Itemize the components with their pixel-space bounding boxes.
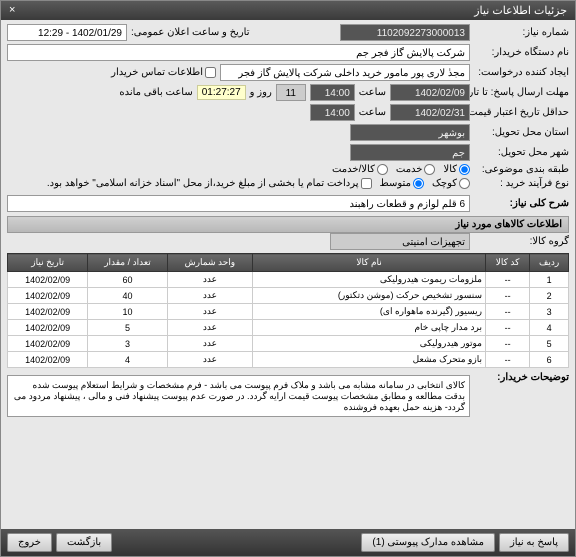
table-row[interactable]: 5--موتور هیدرولیکیعدد31402/02/09 [8,336,569,352]
col-header: تعداد / مقدار [88,254,167,272]
table-row[interactable]: 4--برد مدار چاپی خامعدد51402/02/09 [8,320,569,336]
col-header: تاریخ نیاز [8,254,88,272]
window-title: جزئیات اطلاعات نیاز [474,4,567,17]
table-row[interactable]: 2--سنسور تشخیص حرکت (موشن دتکتور)عدد4014… [8,288,569,304]
col-header: ردیف [530,254,569,272]
button-bar: پاسخ به نیاز مشاهده مدارک پیوستی (1) باز… [1,529,575,556]
validity-label: حداقل تاریخ اعتبار قیمت: تا تاریخ: [474,108,569,117]
col-header: کد کالا [486,254,530,272]
process-radios: کوچک متوسط پرداخت تمام یا بخشی از مبلغ خ… [47,178,470,189]
table-row[interactable]: 1--ملزومات ریموت هیدرولیکیعدد601402/02/0… [8,272,569,288]
table-row[interactable]: 3--ریسیور (گیرنده ماهواره ای)عدد101402/0… [8,304,569,320]
city-label: شهر محل تحویل: [474,147,569,158]
cat-khedmat[interactable]: خدمت [396,164,436,175]
buyer-org-field: شرکت پالایش گاز فجر جم [7,44,470,61]
validity-date-field: 1402/02/31 [390,104,470,121]
day-label: روز و [250,87,272,98]
process-label: نوع فرآیند خرید : [474,178,569,189]
reply-button[interactable]: پاسخ به نیاز [499,533,569,552]
buyer-org-label: نام دستگاه خریدار: [474,47,569,58]
proc-treasury[interactable]: پرداخت تمام یا بخشی از مبلغ خرید،از محل … [47,178,372,189]
announce-date-label: تاریخ و ساعت اعلان عمومی: [131,27,250,38]
cat-both[interactable]: کالا/خدمت [332,164,388,175]
form-area: شماره نیاز: 1102092273000013 تاریخ و ساع… [1,20,575,514]
contact-info-checkbox[interactable]: اطلاعات تماس خریدار [111,67,216,78]
goods-section-header: اطلاعات کالاهای مورد نیاز [7,216,569,233]
deadline-label: مهلت ارسال پاسخ: تا تاریخ: [474,88,569,97]
goods-group-label: گروه کالا: [474,236,569,247]
need-number-field: 1102092273000013 [340,24,470,41]
province-label: استان محل تحویل: [474,127,569,138]
days-field: 11 [276,84,306,101]
need-number-label: شماره نیاز: [474,27,569,38]
city-field: جم [350,144,470,161]
deadline-time-field: 14:00 [310,84,355,101]
need-title-field: 6 قلم لوازم و قطعات راهبند [7,195,470,212]
cat-kala[interactable]: کالا [443,164,470,175]
validity-time-field: 14:00 [310,104,355,121]
items-table: ردیفکد کالانام کالاواحد شمارشتعداد / مقد… [7,253,569,368]
validity-time-label: ساعت [359,107,386,118]
exit-button[interactable]: خروج [7,533,52,552]
close-icon[interactable]: × [9,4,15,17]
announce-date-field: 1402/01/29 - 12:29 [7,24,127,41]
attachments-button[interactable]: مشاهده مدارک پیوستی (1) [361,533,495,552]
col-header: واحد شمارش [167,254,252,272]
countdown-timer: 01:27:27 [197,85,246,100]
requester-field: مجدٰ لاری پور مامور خرید داخلی شرکت پالا… [220,64,470,81]
goods-group-field: تجهیزات امنیتی [330,233,470,250]
deadline-time-label: ساعت [359,87,386,98]
proc-medium[interactable]: متوسط [380,178,424,189]
deadline-date-field: 1402/02/09 [390,84,470,101]
table-row[interactable]: 6--بازو متحرک مشعلعدد41402/02/09 [8,352,569,368]
contact-checkbox-label: اطلاعات تماس خریدار [111,67,203,78]
col-header: نام کالا [253,254,486,272]
province-field: بوشهر [350,124,470,141]
titlebar: جزئیات اطلاعات نیاز × [1,1,575,20]
need-title-label: شرح کلی نیاز: [474,198,569,209]
back-button[interactable]: بازگشت [56,533,112,552]
remain-label: ساعت باقی مانده [119,87,192,98]
category-label: طبقه بندی موضوعی: [474,164,569,175]
buyer-desc-box: کالای انتخابی در سامانه مشابه می باشد و … [7,375,470,417]
proc-small[interactable]: کوچک [432,178,470,189]
requester-label: ایجاد کننده درخواست: [474,67,569,78]
buyer-desc-label: توضیحات خریدار: [474,372,569,383]
contact-checkbox-input[interactable] [205,67,216,78]
category-radios: کالا خدمت کالا/خدمت [332,164,470,175]
